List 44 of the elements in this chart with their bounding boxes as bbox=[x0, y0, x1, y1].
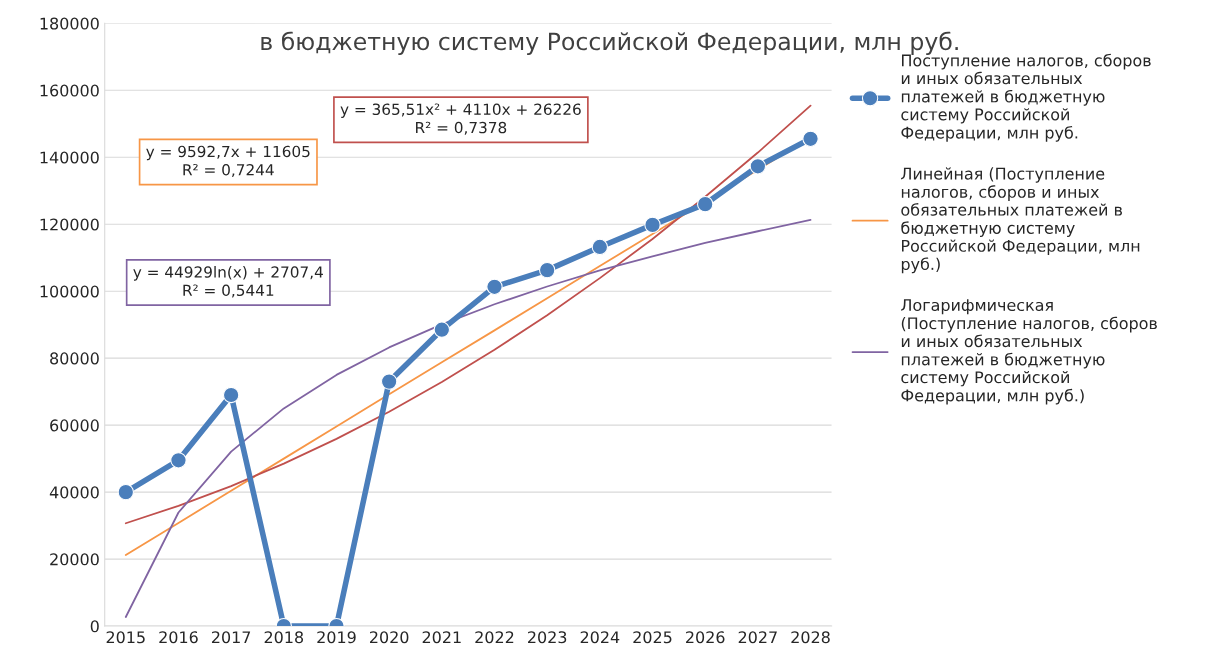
annotation: y = 365,51x² + 4110x + 26226 R² = 0,7378 bbox=[340, 103, 581, 135]
x-tick-label: 2027 bbox=[738, 631, 777, 644]
x-tick-label: 2023 bbox=[528, 631, 567, 644]
chart-title: в бюджетную систему Российской Федерации, млн руб. bbox=[261, 31, 958, 55]
point bbox=[697, 195, 714, 213]
y-tick-label: 140000 bbox=[40, 151, 99, 164]
x-tick-label: 2020 bbox=[370, 631, 409, 644]
x-tick-label: 2019 bbox=[317, 631, 356, 644]
y-tick-label: 160000 bbox=[40, 84, 99, 97]
point bbox=[486, 278, 503, 295]
x-tick-label: 2026 bbox=[686, 631, 725, 644]
y-tick-label: 40000 bbox=[49, 486, 99, 499]
legend-label: Логарифмическая (Поступление налогов, сборов и иных обязательных платежей в бюджетную систему Российской Федерации, млн руб.) bbox=[901, 299, 1157, 405]
x-tick-label: 2021 bbox=[422, 631, 461, 644]
x-tick-label: 2022 bbox=[475, 631, 514, 644]
point bbox=[644, 216, 661, 234]
x-tick-label: 2017 bbox=[211, 631, 251, 644]
line-series bbox=[124, 218, 812, 618]
legend-label: Поступление налогов, сборов и иных обязательных платежей в бюджетную систему Российской Федерации, млн руб. bbox=[901, 53, 1151, 142]
x-tick-label: 2024 bbox=[580, 631, 620, 644]
point bbox=[170, 452, 187, 469]
point bbox=[117, 483, 134, 501]
x-tick-label: 2018 bbox=[264, 631, 304, 644]
point bbox=[749, 158, 767, 175]
y-tick-label: 0 bbox=[90, 620, 99, 633]
y-tick-label: 80000 bbox=[50, 352, 99, 365]
point bbox=[802, 130, 819, 147]
x-tick-label: 2016 bbox=[159, 631, 198, 644]
point bbox=[591, 238, 608, 256]
y-tick-label: 60000 bbox=[50, 419, 99, 432]
point bbox=[433, 321, 450, 338]
point bbox=[222, 386, 240, 404]
y-tick-label: 20000 bbox=[50, 553, 99, 566]
y-tick-label: 100000 bbox=[40, 285, 99, 298]
x-tick-label: 2025 bbox=[633, 631, 672, 644]
x-tick-label: 2028 bbox=[791, 631, 830, 644]
point bbox=[380, 373, 398, 390]
x-tick-label: 2015 bbox=[106, 631, 145, 644]
legend-label: Линейная (Поступление налогов, сборов и иных обязательных платежей в бюджетную систему Российской Федерации, млн руб.) bbox=[901, 167, 1140, 274]
annotation: y = 9592,7x + 11605 R² = 0,7244 bbox=[146, 145, 310, 178]
annotation: y = 44929ln(x) + 2707,4 R² = 0,5441 bbox=[133, 265, 323, 298]
point bbox=[539, 261, 556, 279]
y-tick-label: 180000 bbox=[40, 17, 99, 30]
y-tick-label: 120000 bbox=[40, 218, 99, 231]
